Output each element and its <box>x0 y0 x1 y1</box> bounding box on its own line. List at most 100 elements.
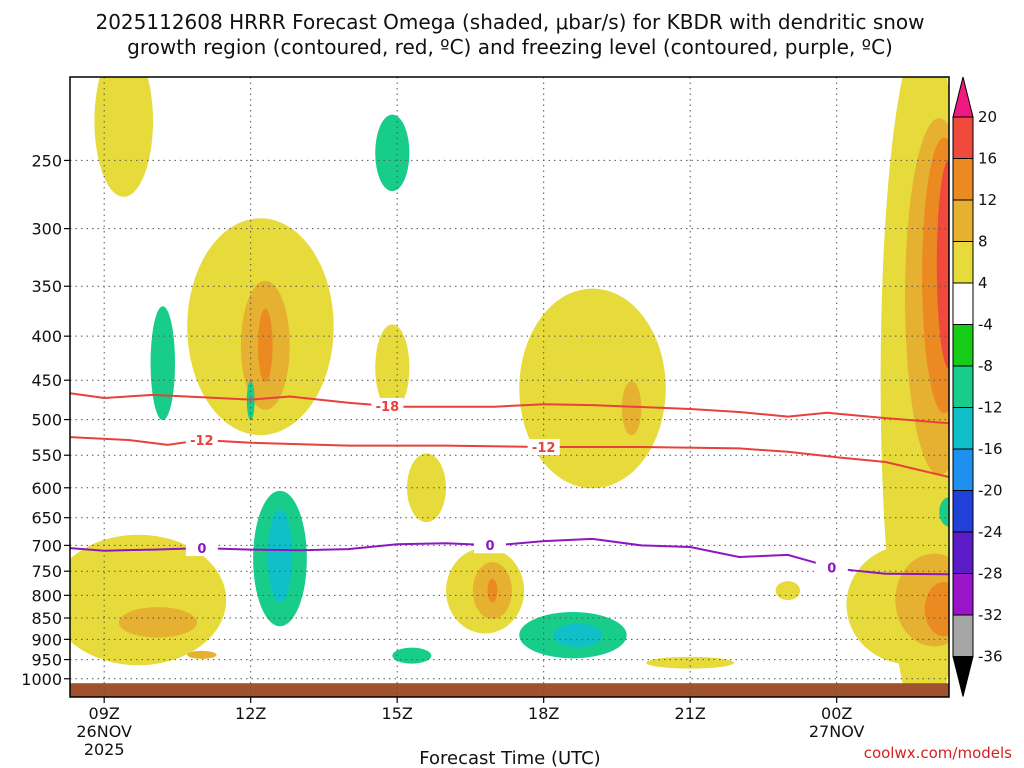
omega-region-yellow-16z-600 <box>406 453 447 523</box>
x-tick-label-09Z: 09Z <box>89 704 120 723</box>
colorbar-bin-5 <box>952 407 974 450</box>
red-contour--12-label-bg <box>185 431 218 448</box>
purple-contour-0-c-label-5: 0 <box>827 561 836 576</box>
colorbar-label-16: 16 <box>978 150 997 168</box>
colorbar-high-extend <box>952 76 974 118</box>
omega-region-green-15z-250 <box>375 114 410 192</box>
x-tick-label-21Z: 21Z <box>675 704 706 723</box>
y-tick-label-500: 500 <box>31 411 62 430</box>
x-tick-label-18Z: 18Z <box>528 704 559 723</box>
red-contour--18 <box>70 392 949 425</box>
colorbar-bin-3 <box>952 490 974 533</box>
colorbar-bin-1 <box>952 573 974 616</box>
colorbar-bin-2 <box>952 531 974 574</box>
red-contour--12-label-1: -12 <box>190 434 214 449</box>
colorbar-label--24: -24 <box>978 523 1003 541</box>
purple-contour-0-b-label-4: 0 <box>485 539 494 554</box>
y-tick-label-600: 600 <box>31 479 62 498</box>
x-tick-date-00Z: 27NOV <box>809 722 865 741</box>
colorbar-label--28: -28 <box>978 565 1003 583</box>
contour-layer: -18 -12 -12 0 0 0 <box>70 392 949 576</box>
colorbar-label--20: -20 <box>978 482 1003 500</box>
colorbar-label-20: 20 <box>978 108 997 126</box>
colorbar-low-extend <box>952 656 974 697</box>
colorbar-label-12: 12 <box>978 191 997 209</box>
y-tick-label-250: 250 <box>31 151 62 170</box>
colorbar-bin-9 <box>952 241 974 284</box>
x-axis-label: Forecast Time (UTC) <box>419 748 600 768</box>
purple-contour-0-label-bg <box>185 540 218 557</box>
colorbar-bin-11 <box>952 158 974 201</box>
purple-contour-0-b-label-bg <box>473 537 506 554</box>
y-tick-label-950: 950 <box>31 651 62 670</box>
gridlines <box>70 77 949 697</box>
plot-frame <box>69 76 950 698</box>
omega-region-darkorange-01z-lower-right <box>924 582 949 637</box>
x-tick-date-09Z: 26NOV <box>76 722 132 741</box>
omega-region-orange-09z-860 <box>118 607 197 638</box>
purple-contour-0-c-label-bg <box>815 559 848 576</box>
colorbar-label--32: -32 <box>978 606 1003 624</box>
ground-layer <box>70 683 949 697</box>
red-contour--12-b-label-2: -12 <box>532 441 556 456</box>
colorbar-label--12: -12 <box>978 399 1003 417</box>
y-tick-label-300: 300 <box>31 220 62 239</box>
colorbar-bin-12 <box>952 116 974 159</box>
colorbar-label-8: 8 <box>978 233 988 251</box>
x-tick-label-12Z: 12Z <box>235 704 266 723</box>
omega-region-darkorange-17z-800 <box>487 578 498 603</box>
colorbar-label--16: -16 <box>978 440 1003 458</box>
red-contour--18-label-bg <box>371 397 404 414</box>
omega-region-orange-11z-940 <box>187 650 217 659</box>
colorbar-bin-7 <box>952 324 974 367</box>
colorbar-label-4: 4 <box>978 274 988 292</box>
omega-region-yellow-21z-960 <box>646 656 735 669</box>
ground-surface <box>70 683 949 697</box>
colorbar: -36 -32 -28 -24 -20 -16 -12 -8 -4 4 8 12 16 20 <box>952 76 1003 697</box>
colorbar-bin-0 <box>952 614 974 657</box>
red-contour--12 <box>70 436 949 478</box>
red-contour--18-label-0: -18 <box>376 400 400 415</box>
omega-region-green-10z-430 <box>150 306 175 421</box>
omega-region-yellow-23z-790 <box>775 581 801 601</box>
omega-region-yellow-19z-450 <box>519 288 666 489</box>
red-contour--12-b-label-bg <box>527 438 560 455</box>
y-tick-label-550: 550 <box>31 446 62 465</box>
colorbar-bin-10 <box>952 199 974 242</box>
omega-region-yellow-09z-800 <box>70 534 227 666</box>
y-tick-label-650: 650 <box>31 509 62 528</box>
omega-region-yellow-15z-440 <box>375 324 410 411</box>
omega-region-teal-13z-720 <box>267 508 293 603</box>
colorbar-label--4: -4 <box>978 316 993 334</box>
y-tick-label-700: 700 <box>31 536 62 555</box>
y-tick-label-400: 400 <box>31 327 62 346</box>
colorbar-label--8: -8 <box>978 357 993 375</box>
colorbar-bin-6 <box>952 365 974 408</box>
y-axis: 250 300 350 400 450 500 550 600 650 700 750 800 850 9… <box>21 151 70 689</box>
omega-region-green-right-650 <box>939 497 949 527</box>
y-tick-label-850: 850 <box>31 609 62 628</box>
colorbar-label--36: -36 <box>978 648 1003 666</box>
credit-link[interactable]: coolwx.com/models <box>864 744 1012 762</box>
colorbar-bin-4 <box>952 448 974 491</box>
y-tick-label-800: 800 <box>31 586 62 605</box>
omega-region-darkorange-13z-400 <box>258 308 273 382</box>
x-tick-year-09Z: 2025 <box>84 740 125 759</box>
omega-region-red-01z-right <box>936 159 949 369</box>
title-line-1: 2025112608 HRRR Forecast Omega (shaded, … <box>95 10 924 34</box>
colorbar-bin-8 <box>952 282 974 325</box>
y-tick-label-900: 900 <box>31 630 62 649</box>
omega-region-teal-19z-890 <box>553 623 603 647</box>
y-tick-label-1000: 1000 <box>21 670 62 689</box>
y-tick-label-750: 750 <box>31 562 62 581</box>
omega-region-green-16z-940 <box>392 647 432 664</box>
omega-region-orange-20z-480 <box>621 381 642 436</box>
purple-contour-0-label-3: 0 <box>197 542 206 557</box>
y-tick-label-350: 350 <box>31 277 62 296</box>
x-tick-label-00Z: 00Z <box>821 704 852 723</box>
title-line-2: growth region (contoured, red, ºC) and f… <box>127 35 893 59</box>
y-tick-label-450: 450 <box>31 371 62 390</box>
x-tick-label-15Z: 15Z <box>382 704 413 723</box>
